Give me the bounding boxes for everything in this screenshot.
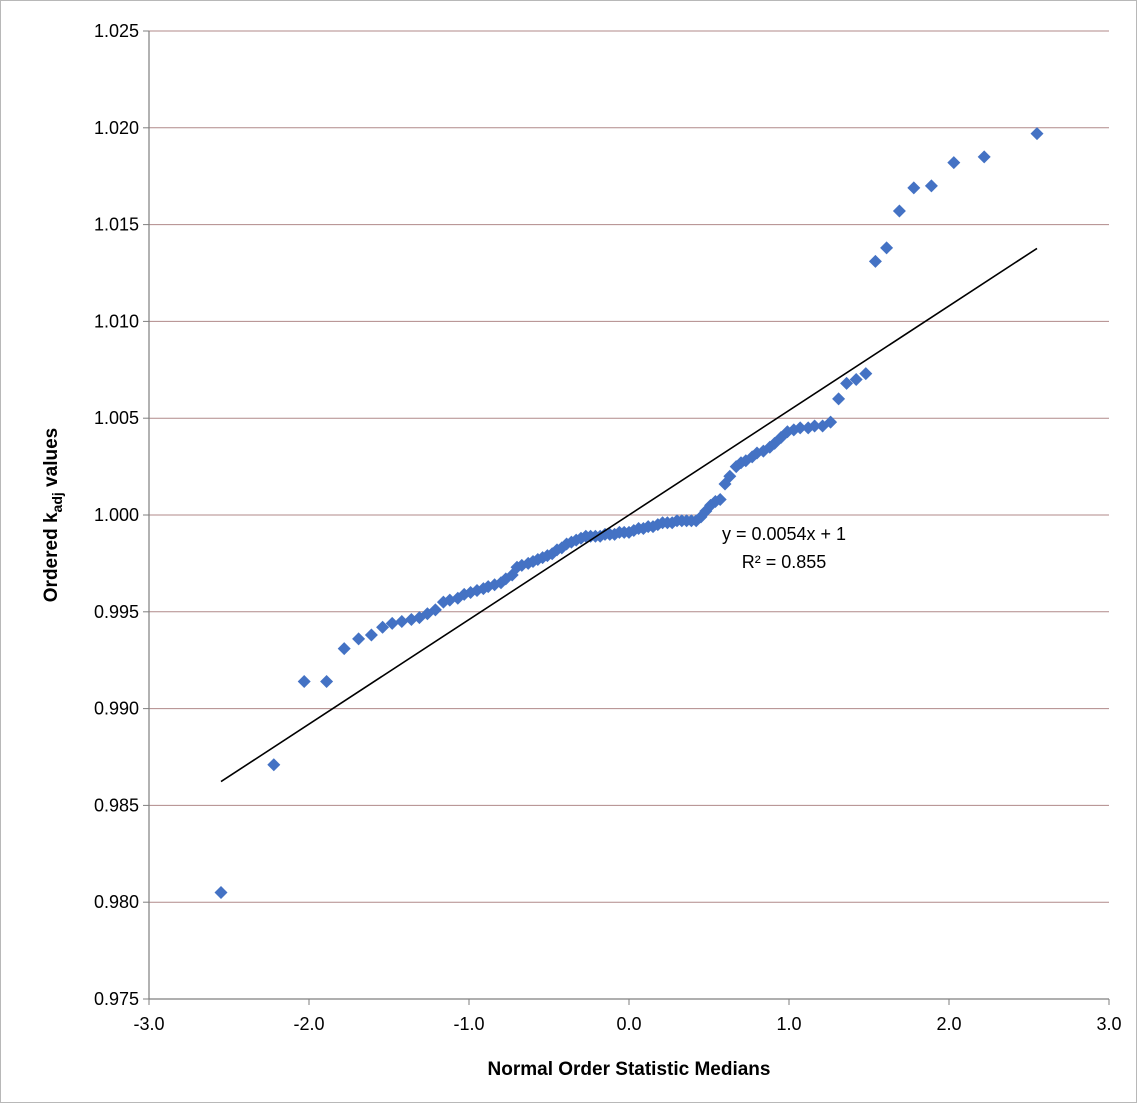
x-axis-title: Normal Order Statistic Medians	[488, 1059, 771, 1080]
y-tick-label: 1.005	[94, 408, 139, 428]
y-tick-label: 0.990	[94, 699, 139, 719]
x-tick-label: -3.0	[133, 1014, 164, 1034]
y-axis-title-suffix: values	[41, 428, 62, 492]
data-point	[428, 603, 442, 617]
data-point	[947, 156, 961, 170]
trendline	[220, 247, 1038, 783]
x-tick-label: -1.0	[453, 1014, 484, 1034]
data-point	[859, 367, 873, 381]
data-point	[924, 179, 938, 193]
data-point	[849, 372, 863, 386]
y-tick-label: 0.985	[94, 795, 139, 815]
y-tick-label: 0.975	[94, 989, 139, 1009]
data-point	[907, 181, 921, 195]
data-point	[1030, 127, 1044, 141]
x-tick-label: -2.0	[293, 1014, 324, 1034]
data-point	[977, 150, 991, 164]
data-points	[214, 127, 1044, 900]
y-tick-label: 1.015	[94, 215, 139, 235]
data-point	[352, 632, 366, 646]
data-point	[892, 204, 906, 218]
data-point	[713, 493, 727, 507]
y-axis-title-prefix: Ordered k	[41, 512, 62, 602]
data-point	[793, 421, 807, 435]
data-point	[840, 376, 854, 390]
y-tick-label: 0.995	[94, 602, 139, 622]
trendline-equation: y = 0.0054x + 1	[722, 524, 846, 544]
y-tick-labels: 0.975 0.980 0.985 0.990 0.995 1.000 1.005 1.010…	[94, 21, 139, 1009]
y-tick-label: 0.980	[94, 892, 139, 912]
data-point	[214, 886, 228, 900]
x-tick-label: 3.0	[1096, 1014, 1121, 1034]
data-point	[832, 392, 846, 406]
data-point	[824, 415, 838, 429]
x-tick-label: 1.0	[776, 1014, 801, 1034]
data-point	[385, 616, 399, 630]
data-point	[297, 674, 311, 688]
x-tick-label: 0.0	[616, 1014, 641, 1034]
data-point	[267, 758, 281, 772]
y-axis-title-subscript: adj	[49, 492, 65, 512]
data-point	[880, 241, 894, 255]
data-point	[337, 642, 351, 656]
y-tick-label: 1.025	[94, 21, 139, 41]
y-tick-label: 1.000	[94, 505, 139, 525]
y-axis-title: Ordered kadj values	[41, 428, 65, 602]
data-point	[808, 419, 822, 433]
axes	[143, 30, 1110, 1005]
y-tick-label: 1.020	[94, 118, 139, 138]
x-tick-label: 2.0	[936, 1014, 961, 1034]
r-squared-label: R² = 0.855	[742, 552, 827, 572]
data-point	[694, 510, 708, 524]
data-point	[376, 620, 390, 634]
x-tick-labels: -3.0 -2.0 -1.0 0.0 1.0 2.0 3.0	[133, 1014, 1121, 1034]
data-point	[868, 254, 882, 268]
data-point	[395, 614, 409, 628]
y-tick-label: 1.010	[94, 311, 139, 331]
data-point	[320, 674, 334, 688]
data-point	[723, 469, 737, 483]
data-point	[364, 628, 378, 642]
